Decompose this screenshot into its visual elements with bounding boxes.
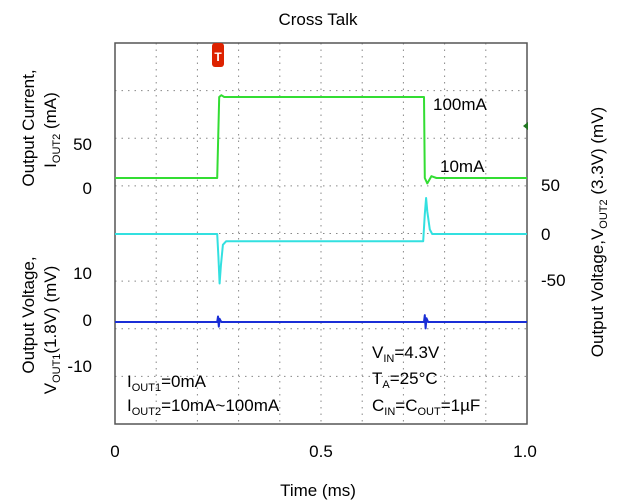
series-layer [115, 94, 527, 330]
annotation-iout1: IOUT1=0mA [127, 372, 207, 394]
x-tick-label: 0 [110, 442, 119, 461]
annotation-iout2: IOUT2=10mA~100mA [127, 396, 280, 418]
trigger-marker-label: T [214, 50, 222, 64]
x-axis-label: Time (ms) [280, 481, 356, 500]
right-tick-label: -50 [541, 271, 566, 290]
annotation-vin: VIN=4.3V [372, 343, 440, 365]
left-lower-tick-label: 0 [83, 311, 92, 330]
series-vout2-line [115, 197, 527, 285]
left-upper-tick-label: 50 [73, 135, 92, 154]
left-upper-axis-label-line2: IOUT2 (mA) [41, 92, 63, 168]
left-lower-axis-label-line2: VOUT1(1.8V) (mV) [41, 266, 63, 395]
left-upper-tick-label: 0 [83, 179, 92, 198]
left-lower-tick-label: 10 [73, 264, 92, 283]
annotation-10ma: 10mA [440, 157, 485, 176]
x-tick-label: 0.5 [309, 442, 333, 461]
annotation-ta: TA=25°C [372, 369, 438, 391]
right-edge-arrow-icon [523, 122, 528, 130]
trigger-marker: T [212, 43, 224, 67]
right-axis-label: Output Voltage,VOUT2 (3.3V) (mV) [588, 107, 610, 357]
annotation-100ma: 100mA [433, 95, 488, 114]
chart-title: Cross Talk [278, 10, 358, 29]
right-tick-label: 0 [541, 225, 550, 244]
annotation-cap: CIN=COUT=1µF [372, 396, 480, 418]
series-iout2-line [115, 94, 527, 185]
right-tick-label: 50 [541, 176, 560, 195]
left-lower-axis-label-line1: Output Voltage, [19, 256, 38, 373]
x-tick-label: 1.0 [513, 442, 537, 461]
left-lower-tick-label: -10 [67, 357, 92, 376]
series-vout1-line [115, 314, 527, 330]
left-upper-axis-label-line1: Output Current, [19, 69, 38, 186]
